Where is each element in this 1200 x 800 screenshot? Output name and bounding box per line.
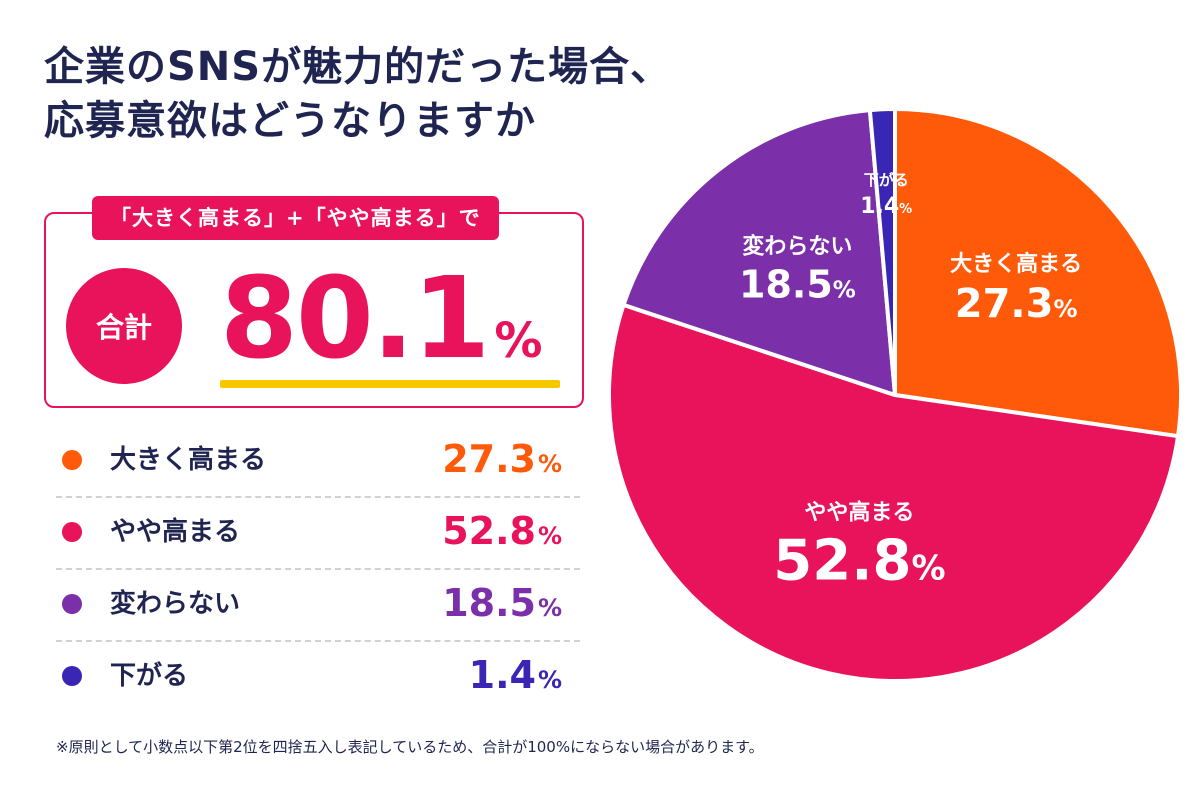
pie-slice <box>607 302 1181 683</box>
slice-value: 1.4% <box>860 194 912 219</box>
legend-row: 大きく高まる 27.3% <box>56 426 580 498</box>
legend-row: 変わらない 18.5% <box>56 570 580 642</box>
pie-chart: 大きく高まる 27.3% やや高まる 52.8% 変わらない 18.5% 下がる 1.4% <box>607 107 1183 683</box>
legend-dot <box>62 666 82 686</box>
pie-slice <box>621 108 897 397</box>
legend-value-unit: % <box>537 522 562 550</box>
legend-label: やや高まる <box>110 517 241 547</box>
slice-label-group: やや高まる 52.8% <box>773 499 945 593</box>
pie-slice <box>867 107 897 397</box>
slice-value: 52.8% <box>773 528 945 593</box>
total-number: 80.1 <box>220 254 490 384</box>
legend-value: 27.3% <box>442 434 562 489</box>
legend-value-number: 27.3 <box>442 437 536 481</box>
slice-label: 変わらない <box>742 234 852 260</box>
slice-label-group: 変わらない 18.5% <box>739 234 856 307</box>
legend-value: 18.5% <box>442 578 562 633</box>
legend-value-number: 18.5 <box>442 581 536 625</box>
legend-value-number: 52.8 <box>442 509 536 553</box>
legend-label: 下がる <box>110 661 189 691</box>
slice-label: 下がる <box>864 171 909 189</box>
legend-row: 下がる 1.4% <box>56 642 580 714</box>
chart-title: 企業のSNSが魅力的だった場合、 応募意欲はどうなりますか <box>44 40 671 148</box>
footnote: ※原則として小数点以下第2位を四捨五入し表記しているため、合計が100%にならな… <box>56 738 764 756</box>
slice-label: 大きく高まる <box>950 251 1082 277</box>
title-line-1: 企業のSNSが魅力的だった場合、 <box>44 44 672 90</box>
total-unit: % <box>494 313 543 369</box>
legend-label: 大きく高まる <box>110 445 267 475</box>
legend-value-unit: % <box>537 666 562 694</box>
legend-dot <box>62 522 82 542</box>
total-value: 80.1% <box>220 256 542 382</box>
legend: 大きく高まる 27.3% やや高まる 52.8% 変わらない 18.5% 下がる… <box>56 426 580 714</box>
slice-value: 27.3% <box>955 281 1078 327</box>
title-line-2: 応募意欲はどうなりますか <box>44 98 536 144</box>
legend-dot <box>62 450 82 470</box>
total-label: 合計 <box>95 311 152 344</box>
slice-label: やや高まる <box>804 499 914 525</box>
slice-value: 18.5% <box>739 263 856 307</box>
legend-value-unit: % <box>537 450 562 478</box>
summary-tag: 「大きく高まる」+「やや高まる」で <box>92 196 499 240</box>
legend-value-number: 1.4 <box>468 653 536 697</box>
legend-label: 変わらない <box>110 589 241 619</box>
legend-row: やや高まる 52.8% <box>56 498 580 570</box>
slice-label-group: 大きく高まる 27.3% <box>950 251 1082 327</box>
legend-value: 1.4% <box>469 650 562 705</box>
pie-slice <box>893 107 1183 439</box>
legend-value: 52.8% <box>442 506 562 561</box>
total-label-badge: 合計 <box>66 268 182 384</box>
legend-value-unit: % <box>537 594 562 622</box>
slice-label-group: 下がる 1.4% <box>860 171 912 219</box>
legend-dot <box>62 594 82 614</box>
total-underline <box>220 380 560 388</box>
